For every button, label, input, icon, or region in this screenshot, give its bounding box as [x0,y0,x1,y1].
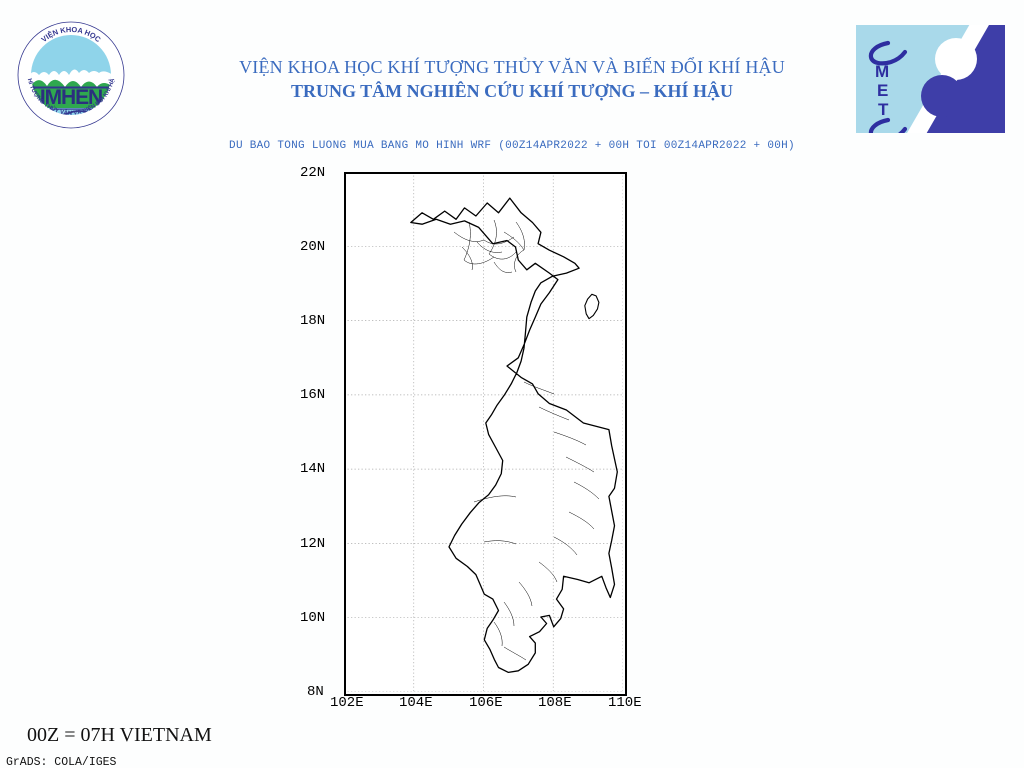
svg-text:T: T [878,100,889,119]
